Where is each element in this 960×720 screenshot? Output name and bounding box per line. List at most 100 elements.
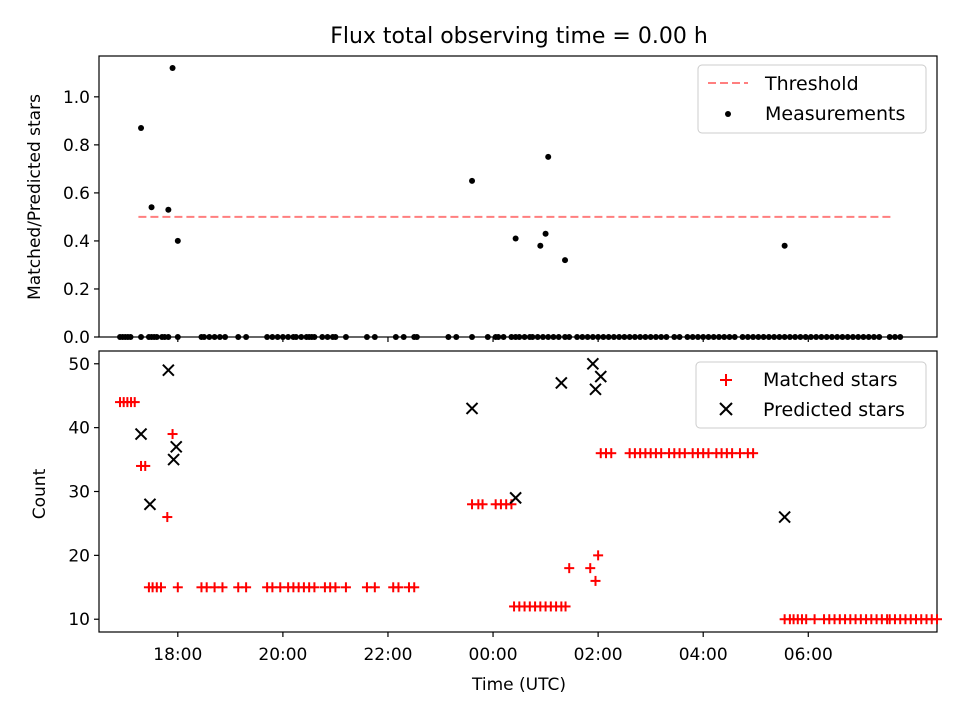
- top-y-tick-label: 0.0: [63, 328, 90, 348]
- measurement-point-zero: [293, 334, 300, 340]
- measurement-point-zero: [413, 334, 420, 340]
- x-axis-label: Time (UTC): [471, 675, 566, 695]
- matched-star-marker: [369, 582, 380, 593]
- measurement-point-zero: [264, 334, 271, 340]
- measurement-point-zero: [392, 334, 399, 340]
- measurement-point: [138, 125, 145, 132]
- measurement-point-zero: [298, 334, 305, 340]
- predicted-star-marker: [143, 498, 157, 511]
- predicted-star-marker: [586, 357, 600, 370]
- bottom-y-axis-label: Count: [30, 468, 50, 519]
- measurement-point-zero: [500, 334, 507, 340]
- measurement-point-zero: [658, 334, 665, 340]
- measurement-point-zero: [897, 334, 904, 340]
- matched-star-marker: [340, 582, 351, 593]
- measurement-point-zero: [211, 334, 218, 340]
- predicted-star-marker: [509, 491, 522, 505]
- measurement-point-zero: [828, 334, 835, 340]
- measurement-point-zero: [579, 334, 586, 340]
- matched-star-marker: [241, 582, 252, 593]
- measurement-point-zero: [744, 334, 751, 340]
- measurement-point-zero: [865, 334, 872, 340]
- measurement-point-zero: [545, 334, 552, 340]
- matched-star-marker: [155, 582, 166, 593]
- matched-star-marker: [309, 582, 320, 593]
- bottom-y-tick-label: 20: [68, 546, 90, 566]
- measurement-point: [562, 257, 569, 264]
- measurement-point-zero: [765, 334, 772, 340]
- measurement-point-zero: [676, 334, 683, 340]
- measurement-point-zero: [206, 334, 213, 340]
- measurement-point-zero: [589, 334, 596, 340]
- legend-measurements-label: Measurements: [765, 103, 905, 125]
- measurement-point-zero: [279, 334, 286, 340]
- top-y-tick-label: 0.4: [63, 232, 90, 252]
- measurement-point-zero: [870, 334, 877, 340]
- measurement-point-zero: [516, 334, 523, 340]
- measurement-point-zero: [319, 334, 326, 340]
- measurement-point-zero: [802, 334, 809, 340]
- measurement-point-zero: [781, 334, 788, 340]
- measurement-point-zero: [605, 334, 612, 340]
- matched-star-marker: [882, 614, 893, 625]
- measurement-point-zero: [595, 334, 602, 340]
- measurement-point-zero: [823, 334, 830, 340]
- measurement-point-zero: [332, 334, 339, 340]
- matched-star-marker: [140, 460, 151, 471]
- measurement-point-zero: [311, 334, 318, 340]
- bottom-y-tick-label: 10: [68, 610, 90, 630]
- measurement-point-zero: [508, 334, 515, 340]
- measurement-point-zero: [174, 334, 181, 340]
- measurement-point-zero: [274, 334, 281, 340]
- bottom-x-tick-label: 00:00: [469, 645, 518, 665]
- measurement-point-zero: [616, 334, 623, 340]
- measurement-point-zero: [574, 334, 581, 340]
- bottom-plot: 10 20 30 40 50 18:00 20:00 22:00 00:00 02:00 04:00…: [68, 350, 942, 665]
- legend-predicted-label: Predicted stars: [763, 399, 905, 421]
- measurement-point-zero: [818, 334, 825, 340]
- matched-star-marker: [162, 512, 173, 523]
- measurement-point-zero: [891, 334, 898, 340]
- measurement-point-zero: [689, 334, 696, 340]
- bottom-x-tick-label: 20:00: [258, 645, 307, 665]
- measurement-point: [174, 237, 181, 244]
- bottom-y-tick-label: 50: [68, 355, 90, 375]
- measurement-point-zero: [529, 334, 536, 340]
- measurement-point-zero: [216, 334, 223, 340]
- measurement-point-zero: [285, 334, 292, 340]
- measurement-point-zero: [566, 334, 573, 340]
- predicted-star-marker: [170, 440, 183, 454]
- measurement-point-zero: [550, 334, 557, 340]
- measurement-point-zero: [886, 334, 893, 340]
- top-y-tick-label: 0.8: [63, 136, 90, 156]
- top-y-tick-label: 0.6: [63, 184, 90, 204]
- measurement-point-zero: [776, 334, 783, 340]
- measurement-point: [781, 242, 788, 249]
- measurement-point-zero: [760, 334, 767, 340]
- measurement-point-zero: [400, 334, 407, 340]
- measurement-point-zero: [324, 334, 331, 340]
- measurement-point-zero: [839, 334, 846, 340]
- measurement-point-zero: [771, 334, 778, 340]
- measurement-point-zero: [849, 334, 856, 340]
- matched-star-marker: [564, 563, 575, 574]
- legend-matched-label: Matched stars: [763, 369, 897, 391]
- measurement-point-zero: [786, 334, 793, 340]
- predicted-star-marker: [778, 510, 791, 524]
- measurement-point: [537, 242, 544, 249]
- bottom-x-tick-label: 02:00: [574, 645, 623, 665]
- top-plot: 0.0 0.2 0.4 0.6 0.8 1.0: [63, 55, 938, 348]
- legend-predicted-swatch: [719, 402, 733, 416]
- measurement-point-zero: [626, 334, 633, 340]
- measurement-point-zero: [855, 334, 862, 340]
- measurement-point-zero: [165, 334, 172, 340]
- measurement-point-zero: [269, 334, 276, 340]
- legend-matched-swatch: [720, 374, 732, 386]
- measurement-point-zero: [739, 334, 746, 340]
- measurement-point-zero: [642, 334, 649, 340]
- measurement-point: [169, 65, 176, 72]
- measurement-point-zero: [555, 334, 562, 340]
- measurement-point-zero: [637, 334, 644, 340]
- measurement-point-zero: [363, 334, 370, 340]
